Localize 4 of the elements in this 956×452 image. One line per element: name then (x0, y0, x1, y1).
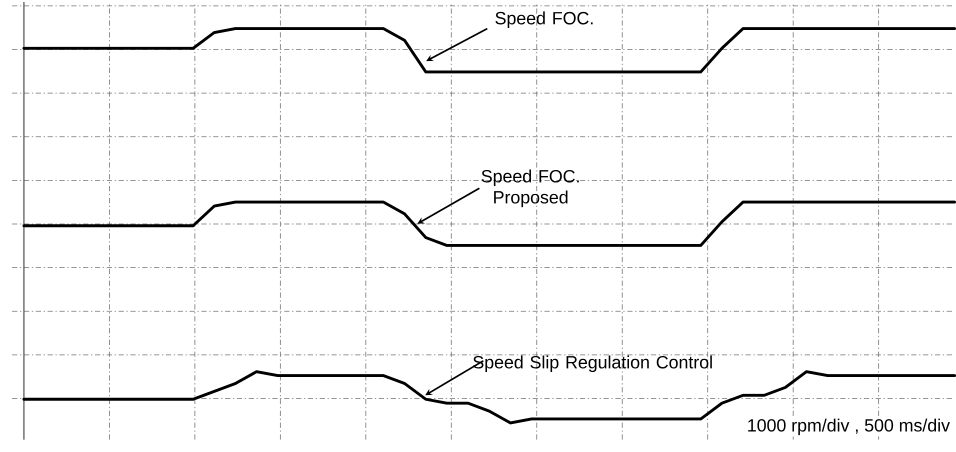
annotation: 1000 rpm/div , 500 ms/div (748, 418, 950, 436)
text: Speed FOC. (495, 12, 593, 28)
series-label: Speed Slip Regulation Control (473, 356, 712, 372)
text: Speed FOC. Proposed (482, 170, 579, 208)
